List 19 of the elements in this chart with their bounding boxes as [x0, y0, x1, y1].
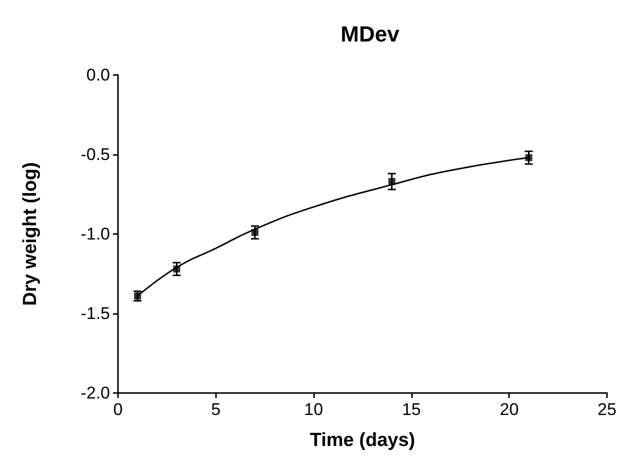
- point: [134, 292, 142, 300]
- y-tick-label: -2.0: [80, 384, 110, 402]
- x-tick-label: 5: [211, 400, 221, 419]
- y-tick-label: -1.0: [80, 224, 110, 244]
- x-tick-label: 25: [598, 400, 616, 419]
- y-tick-label: -0.5: [80, 145, 110, 164]
- x-axis-title: Time (days): [310, 430, 416, 451]
- x-tick-label: 20: [500, 400, 519, 419]
- point: [525, 154, 532, 162]
- x-tick-label: 10: [304, 400, 324, 419]
- x-tick-label: 15: [402, 400, 421, 419]
- x-tick-label: 0: [113, 400, 123, 419]
- y-axis-title: Dry weight (log): [20, 162, 41, 306]
- point: [251, 228, 258, 236]
- y-tick-label: -1.5: [80, 304, 110, 323]
- point: [388, 178, 396, 186]
- y-tick-label: 0.0: [86, 66, 110, 84]
- point: [173, 265, 180, 272]
- chart-title: MDev: [340, 22, 400, 46]
